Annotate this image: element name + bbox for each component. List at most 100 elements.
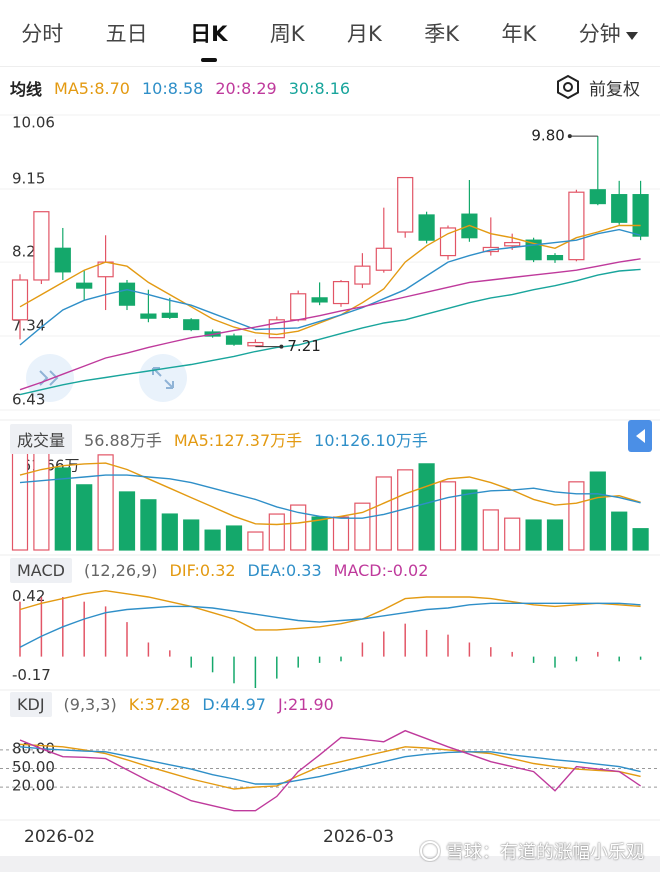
- volume-bar: [568, 481, 585, 551]
- candle-body: [375, 247, 392, 271]
- indicator-line: [19, 746, 641, 785]
- volume-bar: [247, 531, 264, 551]
- tab-label: 月K: [347, 22, 382, 46]
- candle-body: [568, 191, 585, 261]
- tab[interactable]: 分钟: [575, 18, 643, 48]
- kdj-params: (9,3,3): [63, 695, 117, 714]
- indicator-line: [19, 228, 641, 346]
- watermark: 雪球：有道的涨幅小乐观: [419, 838, 644, 864]
- kdj-legend: KDJ (9,3,3) K:37.28 D:44.97 J:21.90: [10, 692, 346, 717]
- volume-bar: [268, 513, 285, 551]
- kdj-title: KDJ: [10, 692, 52, 717]
- footer-bar: [0, 856, 660, 872]
- adjust-label: 前复权: [589, 79, 640, 100]
- candle-body: [140, 313, 157, 319]
- volume-bar: [589, 471, 606, 551]
- tab[interactable]: 年K: [497, 18, 540, 48]
- watermark-text: 雪球：有道的涨幅小乐观: [446, 842, 644, 863]
- ma-legend: 均线 MA5:8.70 10:8.58 20:8.29 30:8.16: [10, 76, 362, 100]
- volume-bar: [118, 491, 136, 551]
- adjust-button[interactable]: 前复权: [555, 74, 640, 100]
- tab[interactable]: 五日: [102, 18, 152, 48]
- legend-vol-ma5: MA5:127.37万手: [173, 431, 303, 450]
- volume-bar: [311, 516, 328, 551]
- tab-label: 年K: [501, 22, 537, 46]
- volume-bar: [290, 504, 307, 551]
- candle-body: [76, 282, 93, 289]
- candle-body: [183, 319, 200, 331]
- indicator-line: [19, 268, 641, 396]
- legend-ma30: 30:8.16: [288, 78, 351, 98]
- annotation-label: 9.80: [531, 127, 564, 145]
- dropdown-icon: [625, 32, 638, 40]
- volume-bar: [482, 509, 499, 551]
- legend-vol-ma10: 10:126.10万手: [314, 431, 428, 450]
- y-tick-label: 9.15: [12, 169, 45, 187]
- candle-body: [290, 293, 307, 321]
- tab[interactable]: 日K: [186, 18, 231, 62]
- y-tick-label: 50.00: [12, 758, 55, 776]
- legend-dif: DIF:0.32: [169, 561, 236, 580]
- candle-body: [546, 254, 564, 261]
- candle-body: [439, 227, 457, 257]
- adjust-icon: [557, 74, 579, 100]
- tab-label: 季K: [424, 22, 460, 46]
- volume-bar: [183, 519, 200, 551]
- legend-ma20: 20:8.29: [215, 78, 277, 98]
- candle-body: [418, 214, 435, 241]
- candle-body: [611, 194, 628, 223]
- candle-body: [397, 176, 414, 233]
- period-tabs: 分时 五日 日K 周K 月K 季K 年K 分钟: [0, 0, 660, 67]
- volume-bar: [225, 525, 243, 551]
- annotation-label: 7.21: [287, 337, 320, 355]
- x-tick-label: 2026-03: [323, 827, 395, 847]
- zoom-button[interactable]: [139, 354, 187, 402]
- y-tick-label: 10.06: [12, 114, 55, 132]
- tab-label: 日K: [190, 22, 228, 46]
- tab[interactable]: 季K: [420, 18, 463, 48]
- indicator-line: [19, 729, 641, 812]
- candle-body: [11, 279, 29, 321]
- volume-bar: [632, 528, 649, 551]
- legend-k: K:37.28: [128, 695, 191, 714]
- volume-bar: [546, 519, 564, 551]
- volume-bar: [332, 516, 350, 551]
- candle-body: [33, 211, 50, 281]
- legend-j: J:21.90: [277, 695, 334, 714]
- zoom-icon: [152, 367, 174, 389]
- watermark-icon: [420, 841, 440, 861]
- macd-params: (12,26,9): [83, 561, 158, 580]
- candle-body: [332, 280, 350, 305]
- volume-bar: [11, 451, 29, 551]
- volume-bar: [76, 484, 93, 551]
- side-tab-arrow: [636, 429, 645, 443]
- candle-body: [161, 312, 178, 318]
- tab-label: 周K: [269, 22, 305, 46]
- legend-dea: DEA:0.33: [247, 561, 322, 580]
- legend-ma5: MA5:8.70: [54, 78, 130, 98]
- volume-bar: [140, 499, 157, 551]
- x-tick-label: 2026-02: [24, 827, 96, 847]
- volume-bar: [504, 517, 521, 551]
- tab[interactable]: 月K: [343, 18, 386, 48]
- candle-body: [311, 297, 328, 303]
- candle-body: [247, 341, 264, 347]
- volume-bar: [525, 519, 542, 551]
- legend-d: D:44.97: [202, 695, 266, 714]
- tab-label: 分钟: [578, 22, 621, 46]
- y-tick-label: 0.42: [12, 587, 45, 605]
- indicator-line: [19, 258, 641, 391]
- volume-bar: [611, 511, 628, 551]
- volume-bar: [439, 481, 457, 551]
- legend-ma10: 10:8.58: [141, 78, 204, 98]
- ma-label: 均线: [10, 80, 43, 99]
- tab[interactable]: 周K: [266, 18, 309, 48]
- volume-bar: [397, 469, 414, 551]
- legend-macd: MACD:-0.02: [333, 561, 429, 580]
- indicator-line: [19, 474, 641, 519]
- volume-bar: [161, 513, 178, 551]
- tab-label: 分时: [21, 22, 64, 46]
- tab[interactable]: 分时: [17, 18, 67, 48]
